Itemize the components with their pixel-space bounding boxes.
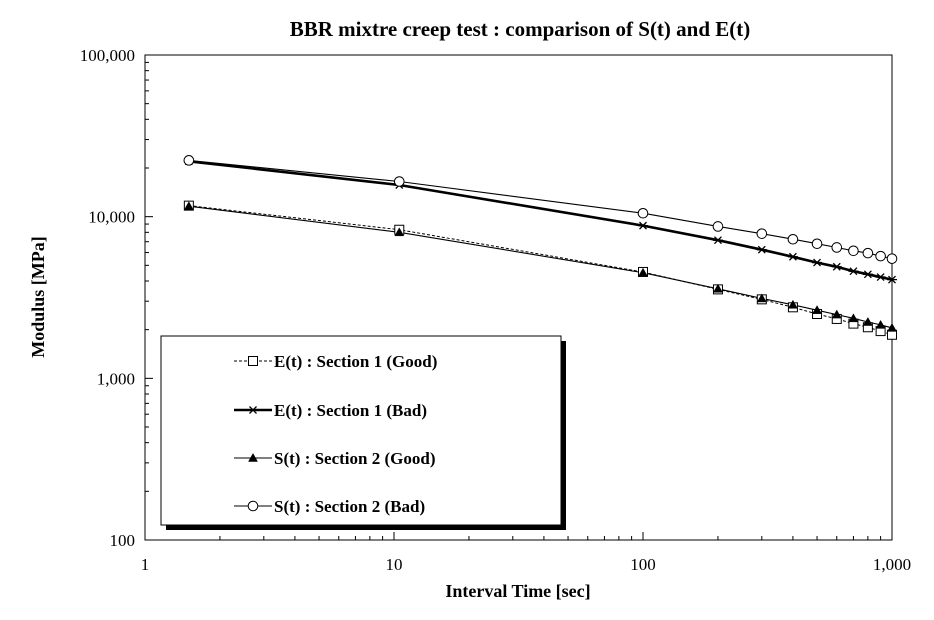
x-tick-label: 1 [141, 555, 150, 574]
data-point-series-2 [862, 270, 873, 279]
y-axis-label: Modulus [MPa] [28, 236, 48, 358]
data-point-series-2 [875, 273, 886, 282]
data-point-series-4 [637, 207, 649, 219]
data-point-series-3 [875, 319, 886, 329]
data-point-series-3 [638, 267, 648, 277]
data-point-series-3 [887, 322, 897, 332]
series-line-3 [188, 205, 893, 329]
data-point-series-3 [787, 299, 798, 309]
x-tick-label: 100 [630, 555, 656, 574]
y-tick-label: 10,000 [88, 208, 135, 227]
data-point-series-4 [756, 228, 768, 239]
data-point-series-2 [831, 262, 842, 271]
y-tick-label: 100 [110, 531, 136, 550]
series-line-1 [188, 205, 893, 336]
data-point-series-3 [862, 317, 873, 326]
data-point-series-2 [638, 221, 648, 230]
data-point-series-3 [756, 293, 767, 303]
legend-label-1: E(t) : Section 1 (Good) [274, 352, 437, 371]
data-point-series-2 [887, 275, 897, 284]
data-point-series-2 [812, 258, 823, 267]
y-tick-label: 100,000 [80, 46, 135, 65]
data-point-series-4 [886, 253, 898, 264]
data-point-series-2 [712, 236, 723, 245]
data-point-series-4 [811, 238, 823, 250]
plot-area [144, 54, 893, 541]
data-point-series-4 [831, 242, 843, 253]
data-point-series-4 [848, 245, 859, 257]
legend-marker-4 [247, 500, 259, 512]
data-point-series-4 [712, 221, 724, 232]
series-lines [188, 159, 893, 336]
x-tick-label: 1,000 [873, 555, 911, 574]
data-point-series-3 [183, 201, 194, 210]
data-point-series-4 [393, 176, 405, 187]
data-point-series-3 [848, 313, 859, 323]
data-point-series-2 [848, 267, 859, 276]
data-point-series-2 [787, 252, 798, 261]
data-point-series-2 [756, 245, 767, 254]
legend-box [160, 335, 562, 526]
data-point-series-3 [812, 305, 822, 314]
data-point-series-4 [183, 155, 195, 166]
legend-label-4: S(t) : Section 2 (Bad) [274, 497, 425, 516]
x-tick-label: 10 [386, 555, 403, 574]
legend-label-3: S(t) : Section 2 (Good) [274, 449, 435, 468]
legend-label-2: E(t) : Section 1 (Bad) [274, 401, 427, 420]
legend: E(t) : Section 1 (Good) E(t) : Section 1 … [160, 335, 566, 530]
data-point-series-3 [831, 309, 842, 319]
data-point-series-3 [394, 227, 405, 237]
data-point-series-4 [875, 250, 886, 262]
legend-marker-3 [248, 452, 258, 462]
series-markers [183, 155, 898, 340]
x-axis-label: Interval Time [sec] [445, 581, 590, 601]
chart-title: BBR mixtre creep test : comparison of S(… [290, 17, 751, 41]
y-tick-label: 1,000 [97, 369, 135, 388]
data-point-series-4 [787, 233, 799, 245]
data-point-series-3 [713, 283, 723, 293]
data-point-series-4 [862, 247, 874, 259]
axis-ticks: 1 10 100 1,000 100 1,000 10,000 100,000 [80, 46, 911, 574]
legend-marker-1 [248, 356, 258, 366]
legend-marker-2 [248, 406, 258, 414]
series-line-2 [188, 160, 893, 281]
